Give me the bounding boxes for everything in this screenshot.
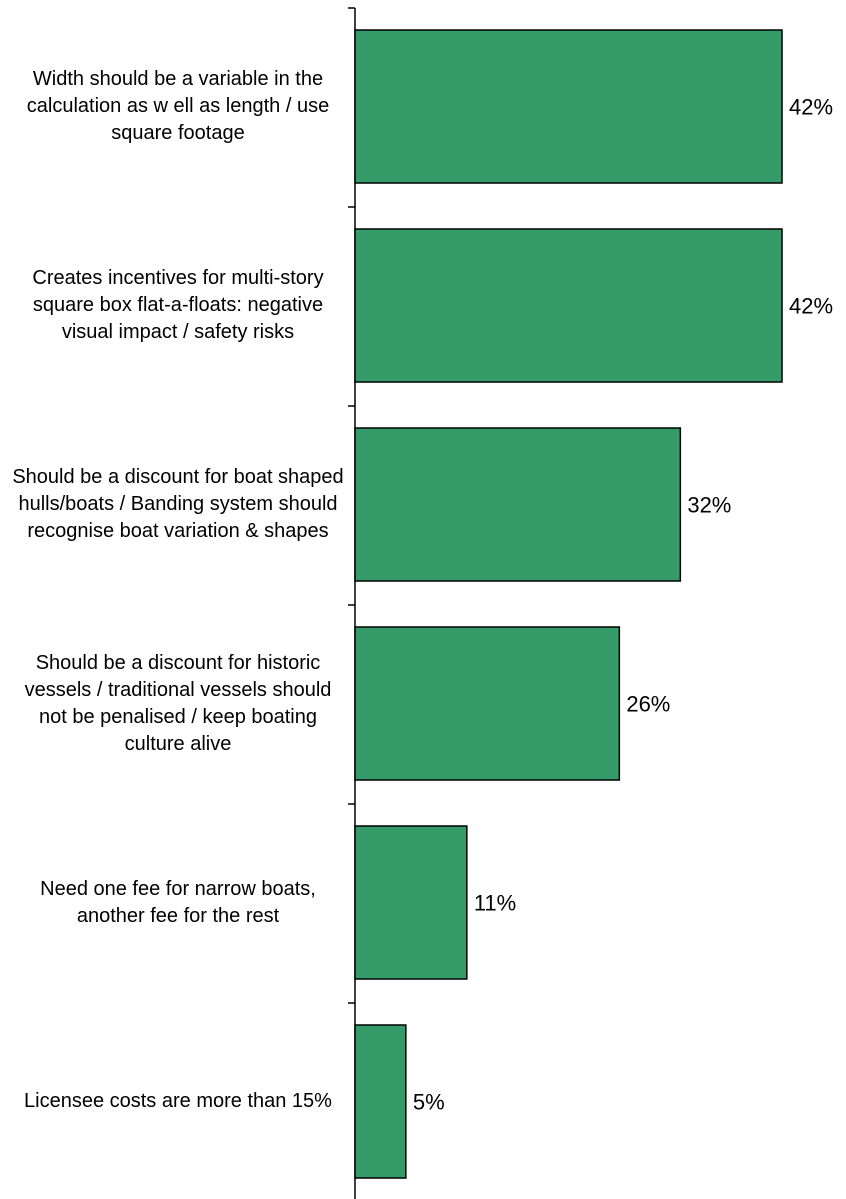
data-label: 32%: [687, 493, 731, 518]
category-label: Licensee costs are more than 15%: [24, 1090, 332, 1112]
data-label: 5%: [413, 1090, 445, 1115]
category-label: Should be a discount for historic vessel…: [24, 651, 332, 755]
bar: [354, 1024, 407, 1179]
data-label: 11%: [474, 891, 516, 916]
bar: [354, 29, 783, 184]
category-label: Creates incentives for multi-story squar…: [32, 267, 324, 343]
bar: [354, 626, 621, 781]
category-label: Should be a discount for boat shaped hul…: [12, 466, 344, 542]
data-label: 26%: [626, 692, 670, 717]
bar: [354, 228, 783, 383]
bar: [354, 427, 682, 582]
category-label: Width should be a variable in the calcul…: [26, 68, 330, 144]
category-label: Need one fee for narrow boats, another f…: [40, 877, 316, 927]
data-label: 42%: [789, 294, 833, 319]
data-label: 42%: [789, 95, 833, 120]
bar: [354, 825, 468, 980]
